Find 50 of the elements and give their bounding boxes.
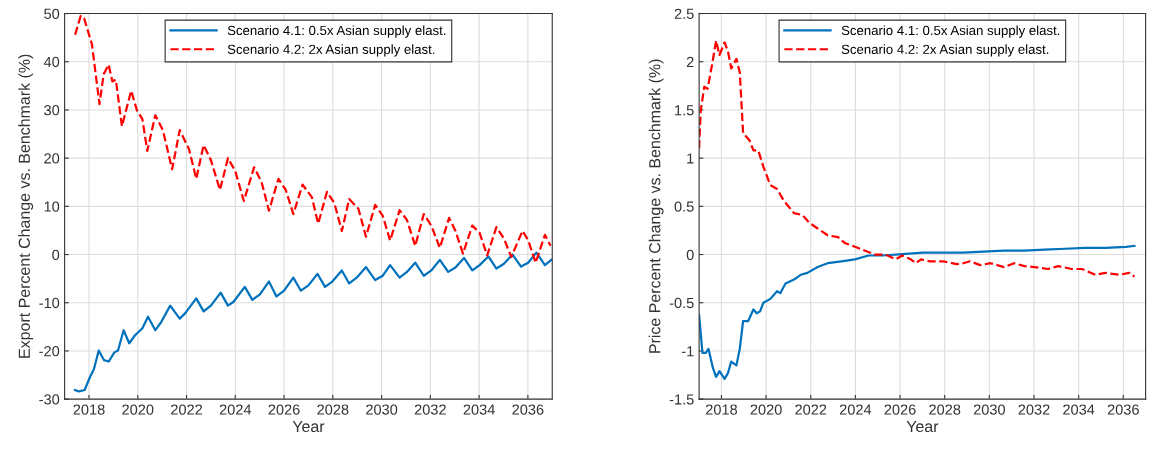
x-tick-label: 2020 bbox=[750, 404, 782, 415]
x-tick-label: 2024 bbox=[219, 404, 252, 415]
y-tick-label: 2 bbox=[686, 56, 694, 68]
y-tick-label: -30 bbox=[39, 394, 60, 405]
x-axis-title: Year bbox=[906, 420, 939, 433]
x-tick-label: 2028 bbox=[929, 404, 961, 415]
x-tick-label: 2022 bbox=[795, 404, 827, 415]
x-tick-label: 2032 bbox=[1018, 404, 1050, 415]
x-tick-label: 2032 bbox=[414, 404, 446, 415]
x-tick-label: 2028 bbox=[317, 404, 349, 415]
line-series bbox=[74, 14, 552, 264]
legend-label: Scenario 4.2: 2x Asian supply elast. bbox=[227, 44, 435, 57]
line-series bbox=[699, 244, 1136, 380]
legend-label: Scenario 4.2: 2x Asian supply elast. bbox=[841, 44, 1049, 57]
x-tick-label: 2018 bbox=[705, 404, 738, 415]
y-axis-title: Price Percent Change vs. Benchmark (%) bbox=[648, 59, 664, 353]
y-tick-label: 10 bbox=[44, 201, 60, 212]
y-tick-label: -1 bbox=[681, 346, 694, 357]
x-tick-label: 2026 bbox=[268, 404, 300, 415]
y-tick-label: -10 bbox=[39, 297, 60, 309]
legend-label: Scenario 4.1: 0.5x Asian supply elast. bbox=[841, 25, 1060, 38]
y-tick-label: 2.5 bbox=[674, 8, 694, 19]
x-tick-label: 2036 bbox=[1107, 404, 1139, 415]
y-tick-label: 0 bbox=[52, 249, 60, 260]
y-tick-label: 50 bbox=[44, 8, 60, 19]
y-tick-label: 20 bbox=[44, 153, 60, 164]
y-tick-label: -0.5 bbox=[669, 297, 694, 309]
x-tick-label: 2024 bbox=[839, 404, 872, 415]
x-tick-label: 2034 bbox=[463, 404, 495, 415]
y-tick-label: 1.5 bbox=[675, 105, 694, 116]
y-tick-label: 30 bbox=[44, 105, 60, 116]
x-tick-label: 2020 bbox=[122, 404, 154, 415]
y-tick-label: -20 bbox=[39, 346, 60, 357]
x-axis-title: Year bbox=[292, 420, 325, 433]
x-tick-label: 2034 bbox=[1063, 404, 1095, 415]
y-tick-label: 1 bbox=[687, 153, 694, 164]
y-tick-label: 0.5 bbox=[674, 201, 694, 212]
x-tick-label: 2036 bbox=[512, 404, 544, 415]
y-tick-label: -1.5 bbox=[669, 394, 694, 405]
y-tick-label: 40 bbox=[43, 56, 60, 68]
x-tick-label: 2018 bbox=[73, 404, 105, 415]
line-series bbox=[699, 39, 1136, 278]
legend-label: Scenario 4.1: 0.5x Asian supply elast. bbox=[227, 25, 446, 38]
y-axis-title: Export Percent Change vs. Benchmark (%) bbox=[18, 54, 34, 358]
x-tick-label: 2022 bbox=[171, 404, 203, 415]
x-tick-label: 2026 bbox=[884, 404, 916, 415]
line-series bbox=[74, 251, 553, 393]
x-tick-label: 2030 bbox=[366, 404, 398, 415]
y-tick-label: 0 bbox=[686, 249, 694, 260]
x-tick-label: 2030 bbox=[973, 404, 1005, 415]
